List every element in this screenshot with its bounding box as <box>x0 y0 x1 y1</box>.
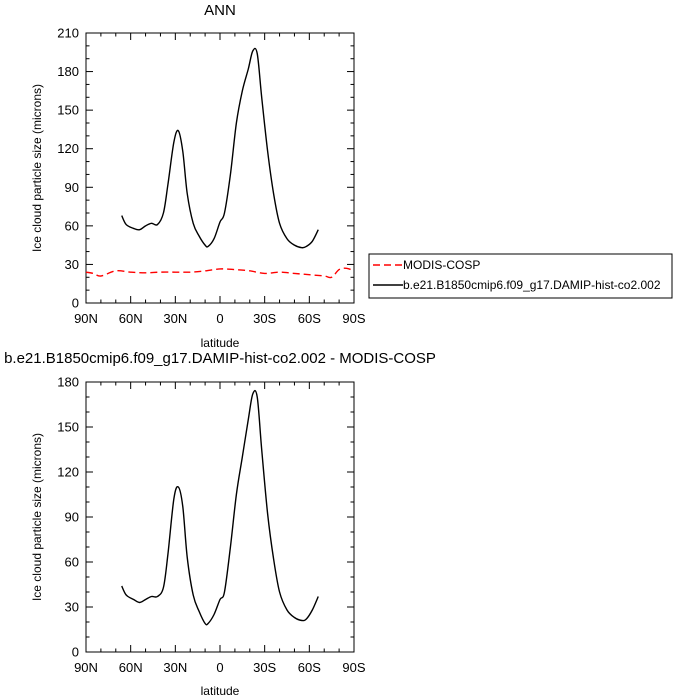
chart1-y-tick-label: 120 <box>57 141 79 156</box>
chart2-y-axis-label: Ice cloud particle size (microns) <box>30 433 44 601</box>
chart2-x-tick-label: 60N <box>119 660 143 675</box>
chart2-series-line-1 <box>121 389 319 626</box>
chart1-x-tick-label: 90N <box>74 311 98 326</box>
chart1-y-tick-label: 90 <box>65 180 79 195</box>
chart2-y-tick-label: 90 <box>65 510 79 525</box>
chart2-y-tick-label: 60 <box>65 555 79 570</box>
legend-label-2: b.e21.B1850cmip6.f09_g17.DAMIP-hist-co2.… <box>403 278 661 292</box>
chart2-x-axis-label: latitude <box>201 684 240 698</box>
chart2-title: b.e21.B1850cmip6.f09_g17.DAMIP-hist-co2.… <box>4 350 436 367</box>
chart1-plot-frame <box>85 32 355 304</box>
chart1-y-tick-label: 180 <box>57 64 79 79</box>
chart1-y-tick-label: 30 <box>65 257 79 272</box>
chart1-y-tick-label: 210 <box>57 26 79 41</box>
chart2-x-tick-label: 90N <box>74 660 98 675</box>
chart2-x-tick-label: 30S <box>253 660 276 675</box>
chart2-y-tick-label: 30 <box>65 600 79 615</box>
chart1-x-tick-label: 60S <box>298 311 321 326</box>
chart1-y-axis-label: Ice cloud particle size (microns) <box>30 84 44 252</box>
chart1-y-tick-label: 150 <box>57 103 79 118</box>
chart2-x-tick-label: 90S <box>342 660 365 675</box>
chart2-plot-frame <box>85 381 355 653</box>
chart1-y-tick-label: 0 <box>72 296 79 311</box>
chart2-x-tick-label: 30N <box>163 660 187 675</box>
chart1-x-tick-label: 60N <box>119 311 143 326</box>
chart1-y-tick-label: 60 <box>65 218 79 233</box>
chart2-y-tick-label: 180 <box>57 375 79 390</box>
chart1-title: ANN <box>204 2 236 19</box>
chart2-y-tick-label: 150 <box>57 420 79 435</box>
chart1-x-tick-label: 0 <box>216 311 223 326</box>
chart1-series-line-2 <box>121 47 319 249</box>
chart1-x-tick-label: 30S <box>253 311 276 326</box>
legend-box <box>368 253 673 299</box>
legend-label-1: MODIS-COSP <box>403 258 480 272</box>
chart2-x-tick-label: 60S <box>298 660 321 675</box>
chart2-y-tick-label: 120 <box>57 465 79 480</box>
chart2-y-tick-label: 0 <box>72 645 79 660</box>
chart1-x-tick-label: 90S <box>342 311 365 326</box>
chart1-x-axis-label: latitude <box>201 336 240 350</box>
chart1-series-line-1 <box>85 267 355 279</box>
chart1-x-tick-label: 30N <box>163 311 187 326</box>
chart2-x-tick-label: 0 <box>216 660 223 675</box>
